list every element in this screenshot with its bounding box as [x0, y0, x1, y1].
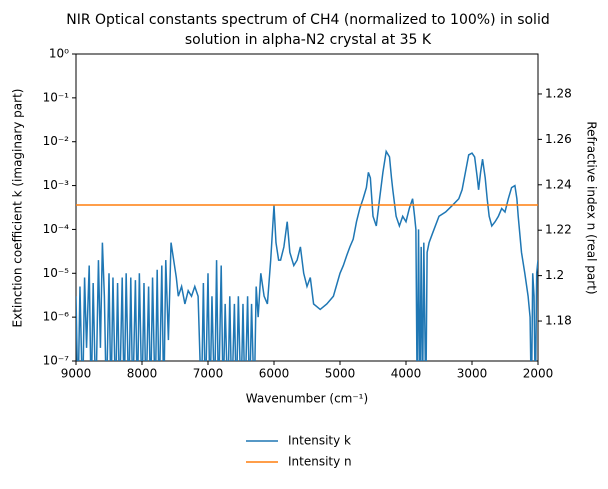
- x-tick-label: 9000: [61, 367, 92, 381]
- y-tick-label: 10⁻³: [43, 178, 70, 192]
- legend-label: Intensity k: [288, 434, 351, 448]
- y2-tick-label: 1.28: [545, 86, 572, 100]
- y-axis-label: Extinction coefficient k (imaginary part…: [11, 89, 25, 328]
- x-tick-label: 5000: [325, 367, 356, 381]
- y-tick-label: 10⁻⁷: [43, 354, 70, 368]
- x-tick-label: 4000: [391, 367, 422, 381]
- y2-tick-label: 1.2: [545, 268, 564, 282]
- y-tick-label: 10⁻¹: [43, 90, 70, 104]
- x-tick-label: 7000: [193, 367, 224, 381]
- x-tick-label: 3000: [457, 367, 488, 381]
- y-tick-label: 10⁰: [49, 47, 69, 61]
- x-tick-label: 8000: [127, 367, 158, 381]
- y-tick-label: 10⁻²: [43, 134, 70, 148]
- data-line: [76, 149, 538, 361]
- y2-axis-label: Refractive index n (real part): [585, 121, 599, 294]
- y2-tick-label: 1.22: [545, 223, 572, 237]
- legend-label: Intensity n: [288, 455, 352, 469]
- x-tick-label: 6000: [259, 367, 290, 381]
- chart-title: solution in alpha-N2 crystal at 35 K: [185, 32, 432, 48]
- x-axis-label: Wavenumber (cm⁻¹): [246, 392, 368, 406]
- plot-frame: [75, 53, 539, 362]
- chart-title: NIR Optical constants spectrum of CH4 (n…: [66, 12, 549, 28]
- y-tick-label: 10⁻⁴: [43, 222, 70, 236]
- y2-tick-label: 1.24: [545, 177, 572, 191]
- y-tick-label: 10⁻⁵: [43, 266, 70, 280]
- x-tick-label: 2000: [523, 367, 554, 381]
- y2-tick-label: 1.18: [545, 314, 572, 328]
- y-tick-label: 10⁻⁶: [43, 310, 70, 324]
- y2-tick-label: 1.26: [545, 132, 572, 146]
